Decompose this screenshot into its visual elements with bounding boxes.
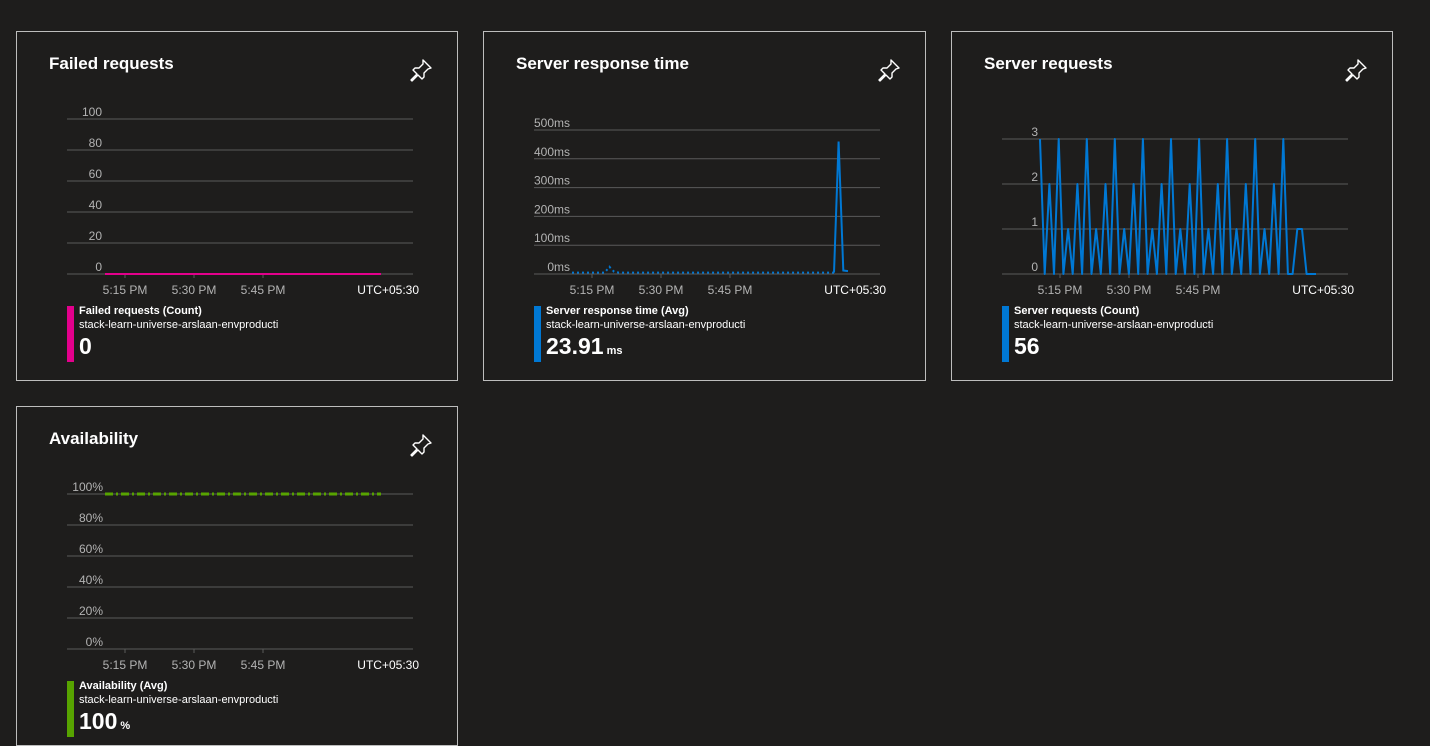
tile-server-requests[interactable]: Server requests 3 2 1 0 5:15 PM 5:30 PM 5:45 P…	[951, 31, 1393, 381]
y-tick-label: 0	[1031, 260, 1038, 274]
y-tick-label: 80	[89, 136, 103, 150]
y-tick-label: 1	[1031, 215, 1038, 229]
legend-metric-name: Failed requests (Count)	[79, 305, 202, 317]
y-tick-label: 100	[82, 105, 102, 119]
legend-resource-name: stack-learn-universe-arslaan-envproducti	[79, 694, 279, 706]
legend-value: 23.91 ms	[546, 332, 745, 365]
x-tick-label: 5:15 PM	[1038, 283, 1083, 297]
timezone-label: UTC+05:30	[357, 658, 419, 672]
y-tick-label: 3	[1031, 125, 1038, 139]
legend-resource-name: stack-learn-universe-arslaan-envproducti	[79, 319, 279, 331]
legend-value-number: 56	[1014, 333, 1040, 359]
tile-availability[interactable]: Availability 100% 80% 60% 40% 20% 0% 5:15 PM 5:…	[16, 406, 458, 746]
y-tick-label: 400ms	[534, 145, 570, 159]
tile-title: Availability	[49, 429, 139, 448]
y-tick-label: 40	[89, 198, 103, 212]
timezone-label: UTC+05:30	[357, 283, 419, 297]
legend-color-bar	[67, 681, 74, 737]
y-tick-label: 2	[1031, 170, 1038, 184]
timezone-label: UTC+05:30	[824, 283, 886, 297]
legend-metric-name: Availability (Avg)	[79, 680, 168, 692]
y-tick-label: 200ms	[534, 202, 570, 216]
legend-value: 0	[79, 332, 278, 365]
y-tick-label: 60	[89, 167, 103, 181]
x-tick-label: 5:45 PM	[241, 283, 286, 297]
pin-icon[interactable]	[409, 433, 433, 457]
legend-value: 100%	[79, 707, 278, 740]
legend-metric-name: Server response time (Avg)	[546, 305, 689, 317]
legend-metric-name: Server requests (Count)	[1014, 305, 1140, 317]
y-tick-label: 20	[89, 229, 103, 243]
y-tick-label: 100%	[72, 480, 103, 494]
y-tick-label: 300ms	[534, 174, 570, 188]
legend-value-unit: ms	[606, 345, 623, 357]
legend-value-number: 100	[79, 708, 118, 734]
y-tick-label: 40%	[79, 573, 103, 587]
y-tick-label: 80%	[79, 511, 103, 525]
legend: Server requests (Count) stack-learn-univ…	[1002, 304, 1213, 362]
series-line	[1039, 138, 1316, 275]
timezone-label: UTC+05:30	[1292, 283, 1354, 297]
server-requests-chart: 3 2 1 05:15 PM 5:30 PM 5:45 PM UTC+05:30	[1002, 125, 1354, 297]
x-tick-label: 5:45 PM	[708, 283, 753, 297]
legend-color-bar	[534, 306, 541, 362]
x-tick-label: 5:15 PM	[570, 283, 615, 297]
legend: Availability (Avg) stack-learn-universe-…	[67, 679, 278, 737]
legend-color-bar	[67, 306, 74, 362]
x-tick-label: 5:45 PM	[241, 658, 286, 672]
y-tick-label: 0%	[86, 635, 104, 649]
legend-resource-name: stack-learn-universe-arslaan-envproducti	[1014, 319, 1214, 331]
x-tick-label: 5:30 PM	[639, 283, 684, 297]
tile-title: Server requests	[984, 54, 1113, 73]
legend-value-number: 0	[79, 333, 92, 359]
legend-value: 56	[1014, 332, 1213, 365]
tile-title: Failed requests	[49, 54, 174, 73]
legend: Failed requests (Count) stack-learn-univ…	[67, 304, 278, 362]
failed-requests-chart: 100 80 60 40 20 05:15 PM 5:30 PM 5:45 PM UTC+05:…	[67, 105, 419, 297]
y-tick-label: 500ms	[534, 116, 570, 130]
legend-resource-name: stack-learn-universe-arslaan-envproducti	[546, 319, 746, 331]
y-tick-label: 0	[95, 260, 102, 274]
legend-value-number: 23.91	[546, 333, 604, 359]
legend-color-bar	[1002, 306, 1009, 362]
x-tick-label: 5:30 PM	[172, 658, 217, 672]
tile-title: Server response time	[516, 54, 689, 73]
pin-icon[interactable]	[409, 58, 433, 82]
y-tick-label: 0ms	[547, 260, 570, 274]
legend-value-unit: %	[120, 720, 131, 732]
x-tick-label: 5:45 PM	[1176, 283, 1221, 297]
x-tick-label: 5:15 PM	[103, 658, 148, 672]
y-tick-label: 20%	[79, 604, 103, 618]
pin-icon[interactable]	[1344, 58, 1368, 82]
tile-server-response-time[interactable]: Server response time 500ms 400ms 300ms 200m…	[483, 31, 926, 381]
y-tick-label: 100ms	[534, 231, 570, 245]
x-tick-label: 5:15 PM	[103, 283, 148, 297]
x-tick-label: 5:30 PM	[1107, 283, 1152, 297]
availability-chart: 100% 80% 60% 40% 20% 0% 5:15 PM 5:30 PM 5:45 PM U…	[67, 480, 419, 672]
legend: Server response time (Avg) stack-learn-u…	[534, 304, 745, 362]
y-tick-label: 60%	[79, 542, 103, 556]
series-line-dotted	[572, 265, 834, 274]
pin-icon[interactable]	[877, 58, 901, 82]
series-line	[833, 141, 849, 273]
tile-failed-requests[interactable]: Failed requests 100 80 60 40 20 0 5:15 PM 5:30 …	[16, 31, 458, 381]
x-tick-label: 5:30 PM	[172, 283, 217, 297]
